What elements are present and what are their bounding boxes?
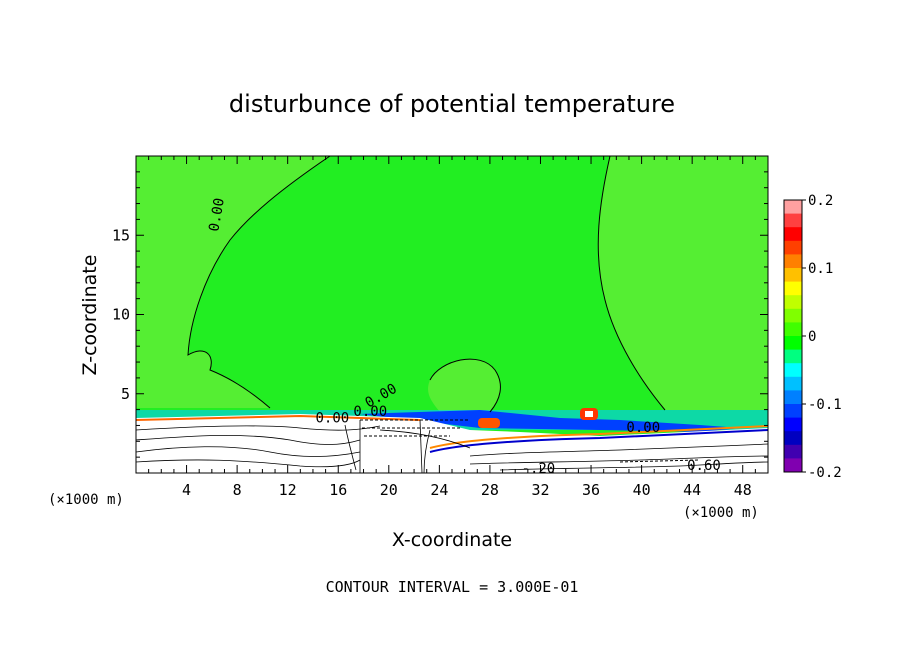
chart-title: disturbunce of potential temperature — [229, 90, 675, 118]
field-area — [136, 156, 768, 473]
y-axis: 5 10 15 — [112, 171, 768, 458]
colorbar-swatch — [784, 295, 802, 310]
x-tick-label: 4 — [182, 481, 191, 499]
x-axis: 4 8 12 16 20 24 28 32 36 40 44 48 — [148, 156, 756, 499]
x-axis-label: X-coordinate — [392, 529, 512, 551]
colorbar-swatch — [784, 390, 802, 405]
contour-label: 0.00 — [626, 420, 660, 436]
colorbar-swatch — [784, 444, 802, 459]
warm-blob — [478, 418, 500, 428]
y-tick-label: 5 — [121, 385, 130, 403]
contour-label: 0.00 — [206, 197, 228, 233]
x-tick-label: 36 — [582, 481, 600, 499]
colorbar-label: 0.1 — [808, 261, 833, 277]
cold-layer — [360, 410, 740, 432]
x-tick-label: 44 — [683, 481, 701, 499]
colorbar-label: 0.2 — [808, 193, 833, 209]
y-axis-label: Z-coordinate — [79, 255, 101, 376]
contour-label: 0.00 — [353, 404, 387, 420]
colorbar-label: -0.1 — [808, 397, 842, 413]
warm-stripe — [136, 414, 421, 421]
contour-lines — [136, 419, 768, 473]
negative-contours — [360, 419, 701, 463]
y-tick-label: 10 — [112, 306, 130, 324]
warm-patch — [428, 359, 501, 412]
colorbar-swatch — [784, 349, 802, 364]
colorbar-swatch — [784, 227, 802, 242]
colorbar-swatch — [784, 308, 802, 323]
x-unit-right: (×1000 m) — [683, 505, 759, 521]
colorbar-swatch — [784, 200, 802, 215]
x-tick-label: 28 — [481, 481, 499, 499]
colorbar-swatch — [784, 240, 802, 255]
colorbar-swatch — [784, 431, 802, 446]
colorbar: 0.2 0.1 0 -0.1 -0.2 — [783, 193, 842, 481]
colorbar-swatch — [784, 417, 802, 432]
colorbar-swatch — [784, 363, 802, 378]
warm-patch — [136, 156, 330, 408]
x-tick-label: 32 — [531, 481, 549, 499]
colorbar-swatch — [784, 254, 802, 269]
x-tick-label: 20 — [380, 481, 398, 499]
x-unit-left: (×1000 m) — [48, 492, 124, 508]
cold-stripe — [429, 429, 768, 453]
y-tick-label: 15 — [112, 226, 130, 244]
colorbar-swatch — [784, 322, 802, 337]
colorbar-swatch — [784, 336, 802, 351]
colorbar-swatch — [784, 281, 802, 296]
warm-patch — [598, 156, 768, 410]
contour-interval-note: CONTOUR INTERVAL = 3.000E-01 — [326, 578, 579, 596]
x-tick-label: 8 — [233, 481, 242, 499]
warm-stripe — [429, 425, 768, 449]
contour-label: 0.60 — [687, 458, 721, 474]
contour-label: -.20 — [522, 461, 556, 477]
x-tick-label: 40 — [633, 481, 651, 499]
colorbar-label: 0 — [808, 329, 816, 345]
colorbar-swatch — [784, 213, 802, 228]
x-tick-label: 24 — [430, 481, 448, 499]
colorbar-label: -0.2 — [808, 465, 842, 481]
colorbar-swatch — [784, 404, 802, 419]
x-tick-label: 48 — [734, 481, 752, 499]
colorbar-swatch — [784, 268, 802, 283]
colorbar-swatch — [784, 376, 802, 391]
x-tick-label: 16 — [329, 481, 347, 499]
contour-label: 0.00 — [315, 410, 349, 426]
colorbar-swatch — [784, 458, 802, 473]
x-tick-label: 12 — [279, 481, 297, 499]
